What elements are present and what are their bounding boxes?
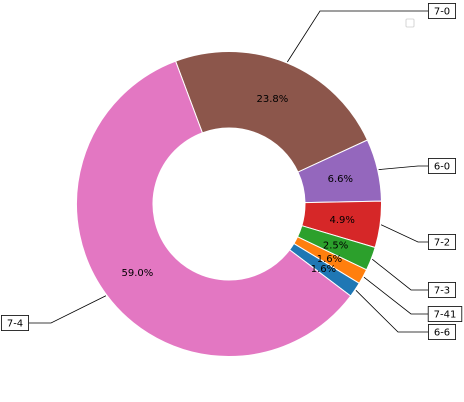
leader-line-7-3 [371, 258, 430, 291]
label-box-7-0 [427, 3, 456, 19]
pct-label-7-0: 23.8% [257, 94, 289, 105]
pct-label-6-6: 1.6% [311, 264, 336, 275]
slice-7-4 [76, 60, 352, 357]
pct-label-7-2: 4.9% [330, 215, 355, 226]
leader-line-7-41 [363, 276, 433, 315]
slice-label-6-0: 6-0 [434, 162, 450, 173]
leader-line-6-0 [378, 165, 430, 171]
pct-label-7-41: 1.6% [317, 254, 342, 265]
label-box-7-2 [427, 234, 456, 250]
leader-line-7-4 [27, 295, 107, 324]
slice-label-7-0: 7-0 [434, 7, 450, 18]
slice-label-7-2: 7-2 [434, 238, 450, 249]
label-box-6-6 [427, 324, 456, 340]
slice-label-7-4: 7-4 [7, 319, 23, 330]
leader-line-7-0 [287, 10, 430, 63]
leader-line-7-2 [380, 224, 430, 243]
label-box-6-0 [427, 158, 456, 174]
label-box-7-41 [427, 306, 463, 322]
label-box-7-4 [0, 315, 30, 331]
leader-line-6-6 [355, 290, 430, 333]
slice-label-6-6: 6-6 [434, 328, 450, 339]
pct-label-6-0: 6.6% [328, 174, 353, 185]
slice-7-0 [174, 51, 369, 173]
pct-label-7-4: 59.0% [122, 268, 154, 279]
slice-label-7-3: 7-3 [434, 286, 450, 297]
label-box-7-3 [427, 282, 456, 298]
pct-label-7-3: 2.5% [323, 241, 348, 252]
slice-label-7-41: 7-41 [434, 310, 457, 321]
legend [405, 18, 415, 28]
